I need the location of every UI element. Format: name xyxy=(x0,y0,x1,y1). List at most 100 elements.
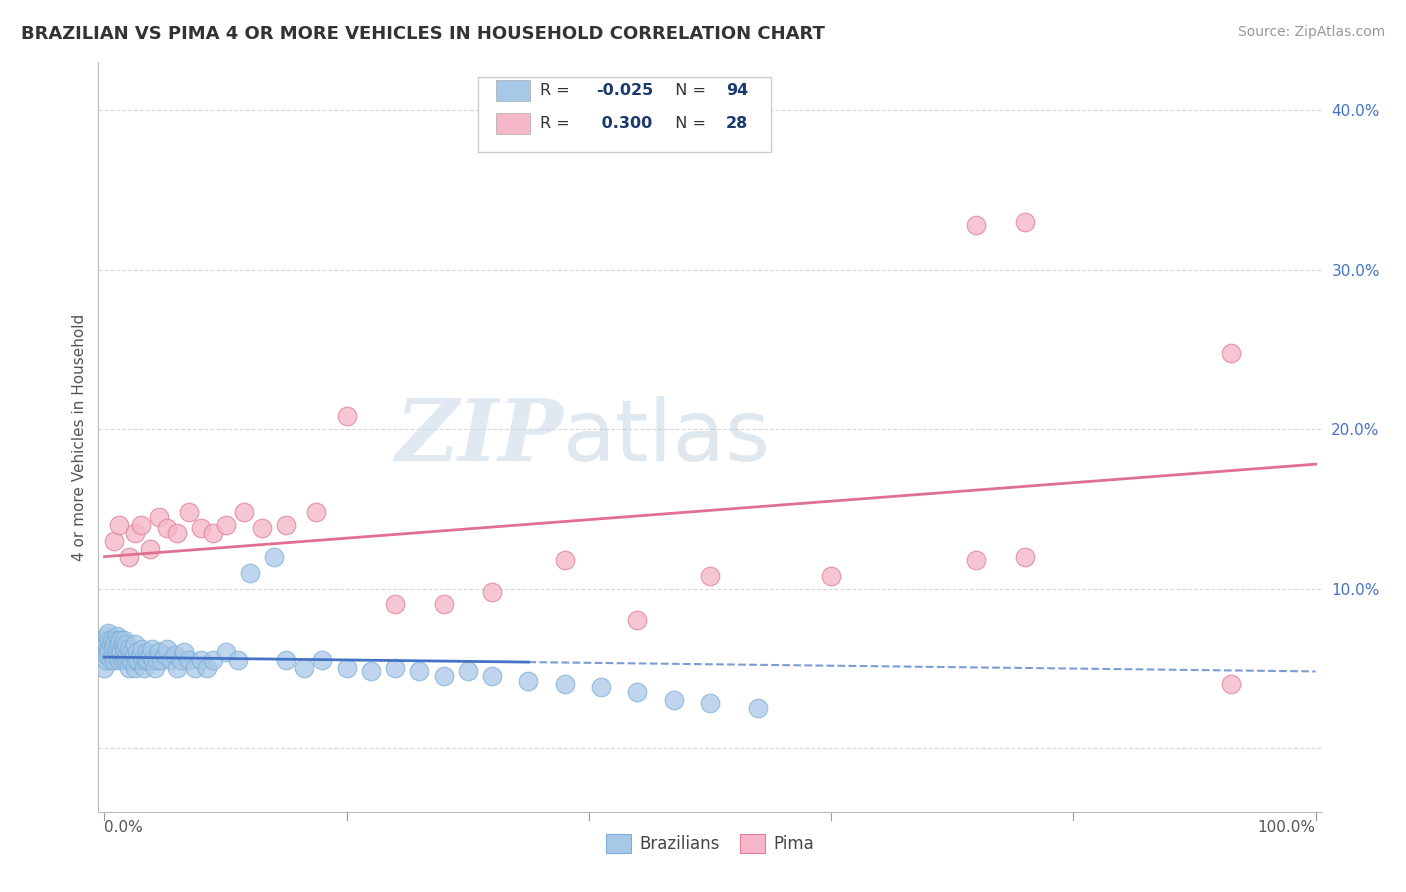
Point xyxy=(105,629,128,643)
Point xyxy=(820,568,842,582)
Point xyxy=(197,661,219,675)
Point xyxy=(166,661,188,675)
Point xyxy=(662,693,685,707)
Point xyxy=(156,642,179,657)
Point xyxy=(966,218,988,232)
Point xyxy=(110,645,132,659)
Point xyxy=(96,648,118,663)
Point xyxy=(1219,677,1241,691)
Point xyxy=(121,653,143,667)
Text: 94: 94 xyxy=(725,84,748,98)
Point xyxy=(100,648,122,663)
Point xyxy=(1014,215,1036,229)
Text: atlas: atlas xyxy=(564,395,772,479)
Point xyxy=(311,653,333,667)
Text: 28: 28 xyxy=(725,116,748,130)
Point xyxy=(589,681,612,695)
Point xyxy=(747,701,769,715)
Point xyxy=(100,632,122,647)
Point xyxy=(100,653,122,667)
Point xyxy=(117,648,139,663)
Point xyxy=(179,505,201,519)
Point xyxy=(94,637,117,651)
Point xyxy=(101,642,124,657)
Point xyxy=(481,584,503,599)
Point xyxy=(163,648,186,663)
Point xyxy=(160,653,183,667)
Point xyxy=(93,661,115,675)
Text: R =: R = xyxy=(540,84,575,98)
Point xyxy=(124,637,146,651)
Text: 0.300: 0.300 xyxy=(596,116,652,130)
FancyBboxPatch shape xyxy=(496,112,530,134)
Text: 0.0%: 0.0% xyxy=(104,820,143,835)
Point xyxy=(118,642,141,657)
Point xyxy=(170,653,193,667)
Point xyxy=(134,661,156,675)
Point xyxy=(148,645,170,659)
Point xyxy=(699,696,721,710)
Point xyxy=(232,505,254,519)
Point xyxy=(336,409,359,424)
Point xyxy=(141,642,163,657)
Point xyxy=(190,521,212,535)
Point xyxy=(97,642,120,657)
Point xyxy=(96,629,118,643)
Point xyxy=(93,645,115,659)
Point xyxy=(111,637,134,651)
Text: Source: ZipAtlas.com: Source: ZipAtlas.com xyxy=(1237,25,1385,39)
Point xyxy=(100,637,122,651)
Point xyxy=(202,653,225,667)
Point xyxy=(554,553,576,567)
Point xyxy=(143,661,166,675)
Point xyxy=(131,642,153,657)
Point xyxy=(481,669,503,683)
Point xyxy=(98,632,121,647)
Point xyxy=(336,661,359,675)
Point xyxy=(408,665,430,679)
Point xyxy=(276,653,298,667)
Point xyxy=(139,541,162,556)
Point xyxy=(112,648,135,663)
Point xyxy=(108,653,131,667)
Point xyxy=(179,653,201,667)
Point xyxy=(699,568,721,582)
Point xyxy=(150,653,173,667)
Y-axis label: 4 or more Vehicles in Household: 4 or more Vehicles in Household xyxy=(72,313,87,561)
Text: N =: N = xyxy=(665,84,711,98)
Point xyxy=(104,632,127,647)
Point xyxy=(110,632,132,647)
Point xyxy=(103,533,125,548)
Point xyxy=(97,626,120,640)
Point xyxy=(184,661,207,675)
Point xyxy=(517,673,540,688)
Text: ZIP: ZIP xyxy=(395,395,564,479)
Text: -0.025: -0.025 xyxy=(596,84,654,98)
Point xyxy=(156,521,179,535)
Point xyxy=(432,669,454,683)
Point xyxy=(136,653,159,667)
Point xyxy=(94,653,117,667)
Text: N =: N = xyxy=(665,116,711,130)
Point xyxy=(166,525,188,540)
Point xyxy=(384,598,406,612)
Point xyxy=(124,661,146,675)
Point xyxy=(626,685,648,699)
Point xyxy=(173,645,195,659)
Point xyxy=(110,648,132,663)
Point xyxy=(135,653,157,667)
Text: BRAZILIAN VS PIMA 4 OR MORE VEHICLES IN HOUSEHOLD CORRELATION CHART: BRAZILIAN VS PIMA 4 OR MORE VEHICLES IN … xyxy=(21,25,825,43)
Point xyxy=(626,614,648,628)
Point xyxy=(114,642,136,657)
Point xyxy=(108,517,131,532)
Point xyxy=(129,517,152,532)
Point xyxy=(457,665,479,679)
Point xyxy=(118,661,141,675)
Point xyxy=(148,509,170,524)
Point xyxy=(432,598,454,612)
Point xyxy=(190,653,212,667)
Point xyxy=(292,661,315,675)
Point xyxy=(263,549,285,564)
Point xyxy=(132,653,155,667)
Point xyxy=(124,525,146,540)
